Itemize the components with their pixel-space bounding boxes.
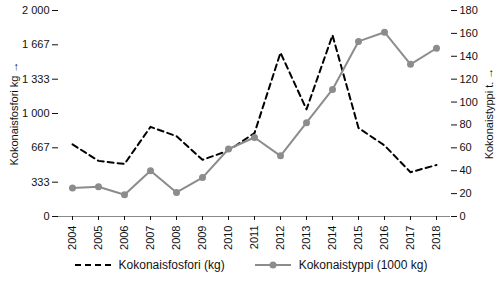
svg-text:0: 0: [460, 210, 466, 222]
svg-text:2005: 2005: [92, 226, 104, 250]
svg-text:40: 40: [460, 164, 472, 176]
svg-text:120: 120: [460, 73, 478, 85]
svg-text:100: 100: [460, 96, 478, 108]
svg-text:2 000: 2 000: [22, 4, 50, 16]
svg-text:2007: 2007: [144, 226, 156, 250]
svg-text:2004: 2004: [66, 226, 78, 250]
svg-text:2006: 2006: [118, 226, 130, 250]
html-text:Kokonaisfosfori (kg): Kokonaisfosfori (kg): [118, 258, 225, 272]
svg-text:2018: 2018: [430, 226, 442, 250]
svg-text:2008: 2008: [170, 226, 182, 250]
svg-text:140: 140: [460, 50, 478, 62]
svg-text:2016: 2016: [378, 226, 390, 250]
svg-text:2013: 2013: [300, 226, 312, 250]
svg-text:1 333: 1 333: [22, 73, 50, 85]
svg-text:60: 60: [460, 141, 472, 153]
svg-text:0: 0: [43, 210, 49, 222]
svg-text:2011: 2011: [248, 226, 260, 250]
svg-text:333: 333: [31, 176, 49, 188]
svg-text:Kokonaisfosfori kg →: Kokonaisfosfori kg →: [8, 62, 20, 166]
svg-text:2017: 2017: [404, 226, 416, 250]
svg-text:2012: 2012: [274, 226, 286, 250]
svg-text:160: 160: [460, 27, 478, 39]
svg-text:2014: 2014: [326, 226, 338, 250]
svg-text:80: 80: [460, 118, 472, 130]
svg-text:20: 20: [460, 187, 472, 199]
svg-text:2015: 2015: [352, 226, 364, 250]
svg-text:Kokonaistyppi t. →: Kokonaistyppi t. →: [483, 68, 495, 160]
svg-text:2010: 2010: [222, 226, 234, 250]
svg-text:1 000: 1 000: [22, 107, 50, 119]
html-text:Kokonaistyppi (1000 kg): Kokonaistyppi (1000 kg): [298, 258, 428, 272]
svg-text:180: 180: [460, 4, 478, 16]
svg-text:667: 667: [31, 141, 49, 153]
svg-text:1 667: 1 667: [22, 38, 50, 50]
svg-text:2009: 2009: [196, 226, 208, 250]
